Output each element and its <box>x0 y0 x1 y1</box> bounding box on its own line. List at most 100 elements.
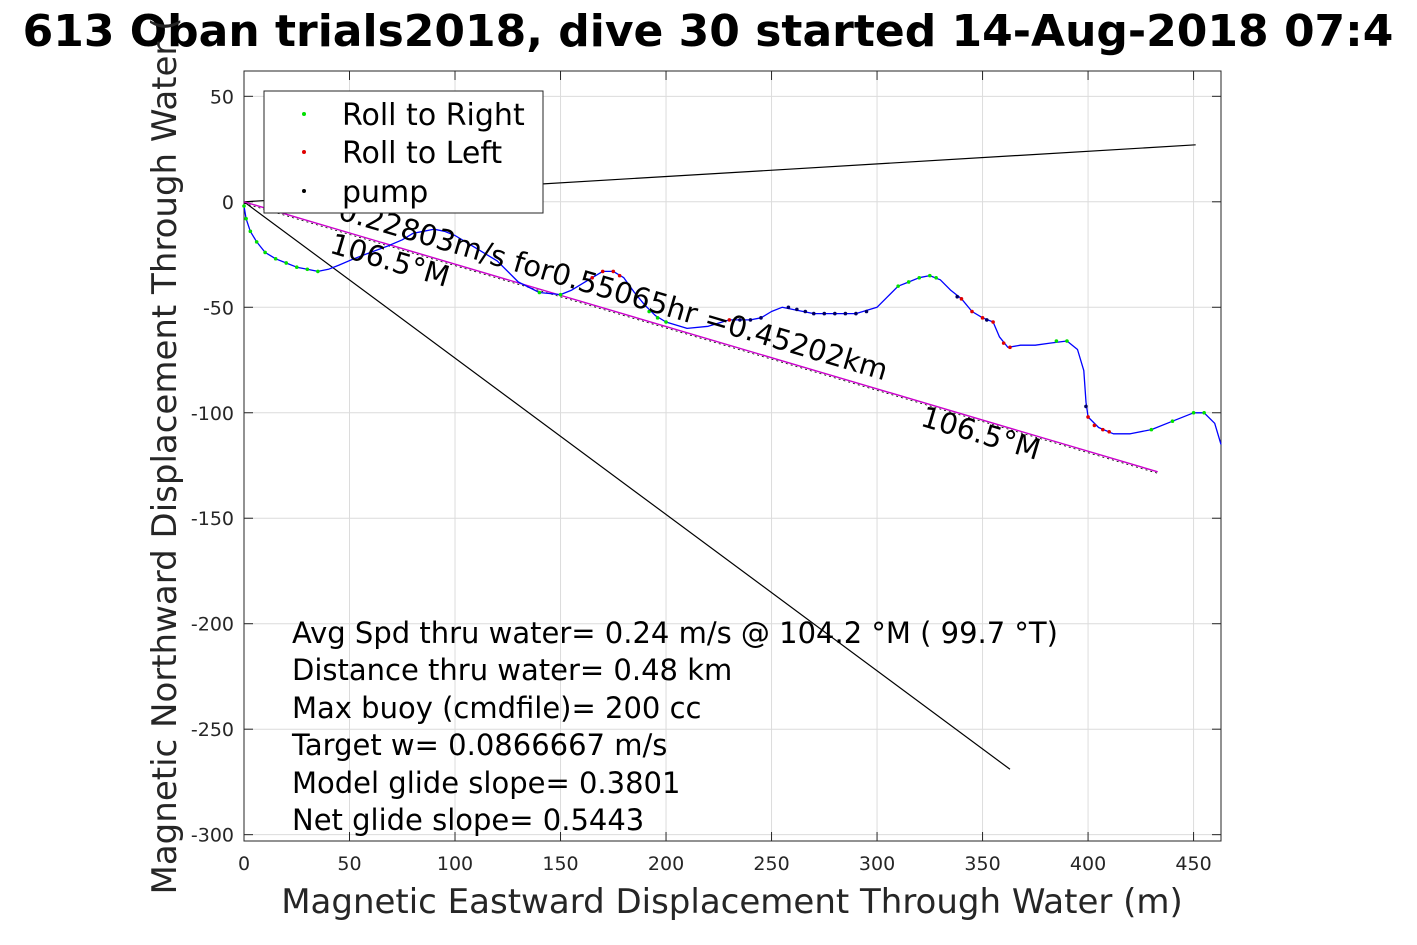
roll-right-point <box>655 316 660 320</box>
y-tick-label: -300 <box>191 825 234 847</box>
legend-label-roll-right: Roll to Right <box>342 98 525 133</box>
reference-line <box>243 201 1011 770</box>
x-tick-label: 0 <box>238 853 250 875</box>
x-tick-label: 250 <box>753 853 789 875</box>
stats-block: Avg Spd thru water= 0.24 m/s @ 104.2 °M … <box>291 616 1058 837</box>
x-tick-label: 100 <box>437 853 473 875</box>
heading-line-dashes <box>243 202 1158 474</box>
roll-right-point <box>537 290 542 295</box>
heading-line <box>243 201 1158 473</box>
roll-left-point <box>1001 341 1006 345</box>
roll-right-point <box>896 284 900 288</box>
stat-net-glide-slope: Net glide slope= 0.5443 <box>292 803 644 837</box>
legend-marker-roll-left <box>302 150 306 154</box>
heading-line-layer <box>243 201 1158 474</box>
roll-right-point <box>244 216 248 221</box>
pump-point <box>984 318 989 322</box>
roll-left-point <box>617 273 622 278</box>
roll-right-point <box>263 250 267 255</box>
legend-label-pump: pump <box>342 175 428 210</box>
roll-right-point <box>558 292 563 297</box>
roll-left-point <box>611 269 616 274</box>
plot-frame <box>243 70 1222 842</box>
roll-left-point <box>1107 429 1111 434</box>
pump-point <box>864 309 869 314</box>
legend-label-roll-left: Roll to Left <box>342 136 502 171</box>
stat-distance: Distance thru water= 0.48 km <box>292 653 732 687</box>
roll-right-point <box>1170 419 1175 423</box>
legend: Roll to Right Roll to Left pump <box>263 90 544 214</box>
roll-left-point <box>727 318 732 322</box>
roll-right-point <box>1202 410 1206 415</box>
stat-target-w: Target w= 0.0866667 m/s <box>291 728 667 762</box>
roll-right-point <box>1149 427 1154 432</box>
legend-marker-roll-right <box>302 112 306 116</box>
roll-left-point <box>980 316 985 320</box>
y-tick-label: 50 <box>210 86 234 108</box>
x-tick-label: 50 <box>337 853 361 875</box>
pump-point <box>738 318 742 322</box>
y-tick-label: -250 <box>191 719 234 741</box>
track-annotation: 0.22803m/s for0.55065hr =0.45202km <box>335 193 892 387</box>
x-tick-label: 300 <box>859 853 895 875</box>
roll-right-point <box>1054 339 1059 343</box>
legend-marker-pump <box>302 189 306 193</box>
roll-left-point <box>991 320 995 324</box>
x-axis-label: Magnetic Eastward Displacement Through W… <box>281 882 1183 922</box>
roll-right-point <box>917 275 922 280</box>
pump-point <box>955 294 960 299</box>
roll-right-point <box>248 229 253 234</box>
pump-point <box>748 318 753 322</box>
legend-box <box>263 90 544 214</box>
roll-right-point <box>316 269 320 274</box>
pump-point <box>1084 404 1088 409</box>
roll-right-point <box>305 267 310 272</box>
pump-point <box>786 305 791 310</box>
roll-right-point <box>927 273 932 278</box>
roll-left-point <box>1101 427 1105 432</box>
roll-right-point <box>254 240 259 244</box>
roll-left-point <box>970 309 974 314</box>
roll-left-point <box>600 269 605 274</box>
y-tick-label: -50 <box>203 297 234 319</box>
roll-left-point <box>1008 345 1012 350</box>
annotations: 0.22803m/s for0.55065hr =0.45202km 106.5°… <box>326 193 1044 467</box>
x-tick-label: 150 <box>542 853 578 875</box>
roll-right-point <box>664 320 668 324</box>
roll-right-point <box>294 265 299 269</box>
roll-left-point <box>1092 423 1097 428</box>
x-tick-label: 450 <box>1175 853 1211 875</box>
y-axis-label: Magnetic Northward Displacement Through … <box>145 18 185 895</box>
stat-avg-speed: Avg Spd thru water= 0.24 m/s @ 104.2 °M … <box>292 616 1058 650</box>
roll-right-point <box>1065 339 1069 343</box>
roll-right-point <box>647 309 651 314</box>
y-tick-label: -200 <box>191 614 234 636</box>
pump-point <box>759 316 763 320</box>
roll-right-point <box>1191 410 1196 415</box>
chart-title: 613 Oban trials2018, dive 30 started 14-… <box>23 6 1394 57</box>
stat-max-buoy: Max buoy (cmdfile)= 200 cc <box>292 691 701 725</box>
pump-point <box>854 311 858 316</box>
track-annotation: 106.5°M <box>917 400 1044 467</box>
axis-ticks: 0 50 100 150 200 250 300 350 400 450500-50-100-15… <box>191 71 1221 875</box>
roll-left-point <box>590 275 594 280</box>
roll-right-point <box>906 280 911 284</box>
pump-point <box>803 309 808 314</box>
roll-left-point <box>959 297 964 301</box>
y-tick-label: 0 <box>222 192 234 214</box>
roll-right-point <box>934 275 938 280</box>
pump-point <box>843 311 848 316</box>
x-tick-label: 400 <box>1070 853 1106 875</box>
roll-right-point <box>273 256 278 261</box>
pump-point <box>795 307 799 312</box>
roll-right-point <box>284 261 289 265</box>
pump-point <box>833 311 837 316</box>
pump-point <box>811 311 816 316</box>
marker-layer <box>242 204 1206 434</box>
pump-point <box>822 311 827 316</box>
x-tick-label: 200 <box>648 853 684 875</box>
y-tick-label: -150 <box>191 508 234 530</box>
roll-right-point <box>242 204 246 208</box>
roll-left-point <box>1086 415 1090 419</box>
